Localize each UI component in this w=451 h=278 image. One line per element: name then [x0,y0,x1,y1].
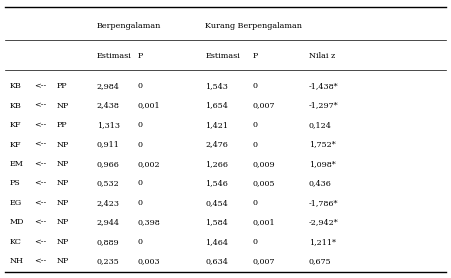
Text: EG: EG [10,199,22,207]
Text: 0: 0 [138,121,143,129]
Text: 0,007: 0,007 [253,102,275,110]
Text: 0,454: 0,454 [205,199,228,207]
Text: 0,003: 0,003 [138,257,160,265]
Text: 0: 0 [253,238,258,246]
Text: 0,675: 0,675 [309,257,331,265]
Text: 0: 0 [138,82,143,90]
Text: NP: NP [56,199,69,207]
Text: P: P [138,52,143,59]
Text: NP: NP [56,102,69,110]
Text: PP: PP [56,82,67,90]
Text: 0: 0 [138,180,143,187]
Text: 0,966: 0,966 [97,160,120,168]
Text: 0,005: 0,005 [253,180,275,187]
Text: NP: NP [56,257,69,265]
Text: KF: KF [10,121,21,129]
Text: 1,464: 1,464 [205,238,228,246]
Text: <--: <-- [34,219,46,226]
Text: 0: 0 [253,141,258,148]
Text: 0: 0 [138,141,143,148]
Text: 1,546: 1,546 [205,180,228,187]
Text: 1,654: 1,654 [205,102,228,110]
Text: NP: NP [56,238,69,246]
Text: 0,001: 0,001 [138,102,160,110]
Text: 0: 0 [253,199,258,207]
Text: <--: <-- [34,180,46,187]
Text: KC: KC [10,238,22,246]
Text: MD: MD [10,219,24,226]
Text: -1,786*: -1,786* [309,199,338,207]
Text: 2,423: 2,423 [97,199,120,207]
Text: NP: NP [56,180,69,187]
Text: 0,436: 0,436 [309,180,332,187]
Text: <--: <-- [34,102,46,110]
Text: 1,313: 1,313 [97,121,120,129]
Text: 2,476: 2,476 [205,141,228,148]
Text: -1,297*: -1,297* [309,102,339,110]
Text: P: P [253,52,258,59]
Text: KB: KB [10,102,22,110]
Text: 0: 0 [138,238,143,246]
Text: 1,211*: 1,211* [309,238,336,246]
Text: -2,942*: -2,942* [309,219,339,226]
Text: 0,002: 0,002 [138,160,160,168]
Text: <--: <-- [34,199,46,207]
Text: 0,889: 0,889 [97,238,120,246]
Text: 2,944: 2,944 [97,219,120,226]
Text: 0,007: 0,007 [253,257,275,265]
Text: Estimasi: Estimasi [97,52,132,59]
Text: PS: PS [10,180,21,187]
Text: 2,984: 2,984 [97,82,120,90]
Text: 1,584: 1,584 [205,219,228,226]
Text: Kurang Berpengalaman: Kurang Berpengalaman [205,23,302,30]
Text: 0,235: 0,235 [97,257,120,265]
Text: 0: 0 [253,82,258,90]
Text: 0,124: 0,124 [309,121,332,129]
Text: 0,532: 0,532 [97,180,120,187]
Text: Nilai z: Nilai z [309,52,335,59]
Text: KB: KB [10,82,22,90]
Text: 1,421: 1,421 [205,121,228,129]
Text: NH: NH [10,257,24,265]
Text: EM: EM [10,160,24,168]
Text: 2,438: 2,438 [97,102,120,110]
Text: -1,438*: -1,438* [309,82,339,90]
Text: <--: <-- [34,121,46,129]
Text: NP: NP [56,141,69,148]
Text: <--: <-- [34,160,46,168]
Text: NP: NP [56,160,69,168]
Text: 0,911: 0,911 [97,141,120,148]
Text: <--: <-- [34,238,46,246]
Text: KF: KF [10,141,21,148]
Text: <--: <-- [34,141,46,148]
Text: 0,009: 0,009 [253,160,275,168]
Text: 0,634: 0,634 [205,257,228,265]
Text: Berpengalaman: Berpengalaman [97,23,161,30]
Text: NP: NP [56,219,69,226]
Text: 0: 0 [138,199,143,207]
Text: 1,098*: 1,098* [309,160,336,168]
Text: PP: PP [56,121,67,129]
Text: 0: 0 [253,121,258,129]
Text: Estimasi: Estimasi [205,52,240,59]
Text: 1,752*: 1,752* [309,141,336,148]
Text: 1,266: 1,266 [205,160,228,168]
Text: 1,543: 1,543 [205,82,228,90]
Text: <--: <-- [34,82,46,90]
Text: <--: <-- [34,257,46,265]
Text: 0,398: 0,398 [138,219,160,226]
Text: 0,001: 0,001 [253,219,275,226]
